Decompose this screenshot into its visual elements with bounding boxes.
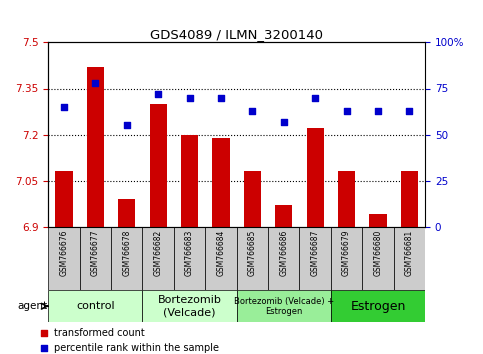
Bar [338,171,355,227]
Bar [268,227,299,290]
Point [123,122,130,128]
Text: GSM766677: GSM766677 [91,230,100,276]
Bar [275,205,292,227]
Point [343,108,351,113]
Bar [142,227,174,290]
Text: GSM766679: GSM766679 [342,230,351,276]
Text: transformed count: transformed count [54,328,145,338]
Bar [87,67,104,227]
Bar [362,227,394,290]
Bar [331,290,425,322]
Bar [331,227,362,290]
Text: GSM766678: GSM766678 [122,230,131,276]
Point [60,104,68,110]
Point [217,95,225,101]
Point [281,144,288,150]
Bar [174,227,205,290]
Bar [181,135,198,227]
Bar [244,171,261,227]
Point [92,80,99,86]
Bar [111,227,142,290]
Bar [401,171,418,227]
Bar [394,227,425,290]
Text: control: control [76,301,114,311]
Point [374,108,382,113]
Text: GSM766681: GSM766681 [405,230,414,276]
Text: GSM766684: GSM766684 [216,230,226,276]
Point [155,91,162,97]
Text: GSM766687: GSM766687 [311,230,320,276]
Point [406,108,413,113]
Bar [213,138,229,227]
Text: GSM766683: GSM766683 [185,230,194,276]
Bar [142,290,237,322]
Point [281,280,288,286]
Bar [80,227,111,290]
Bar [237,227,268,290]
Bar [56,171,72,227]
Text: Estrogen: Estrogen [350,300,406,313]
Bar [118,199,135,227]
Bar [48,227,80,290]
Text: percentile rank within the sample: percentile rank within the sample [54,343,219,353]
Point [280,119,288,125]
Text: GSM766686: GSM766686 [279,230,288,276]
Text: GSM766682: GSM766682 [154,230,163,276]
Bar [150,104,167,227]
Bar [48,290,142,322]
Point [312,95,319,101]
Text: GSM766685: GSM766685 [248,230,257,276]
Bar [299,227,331,290]
Text: Bortezomib (Velcade) +
Estrogen: Bortezomib (Velcade) + Estrogen [234,297,334,316]
Text: Bortezomib
(Velcade): Bortezomib (Velcade) [157,295,222,317]
Text: GSM766676: GSM766676 [59,230,69,276]
Text: agent: agent [17,301,48,311]
Point [186,95,194,101]
Text: GSM766680: GSM766680 [373,230,383,276]
Point [249,108,256,113]
Bar [205,227,237,290]
Bar [307,129,324,227]
Title: GDS4089 / ILMN_3200140: GDS4089 / ILMN_3200140 [150,28,323,41]
Bar [369,214,386,227]
Bar [237,290,331,322]
